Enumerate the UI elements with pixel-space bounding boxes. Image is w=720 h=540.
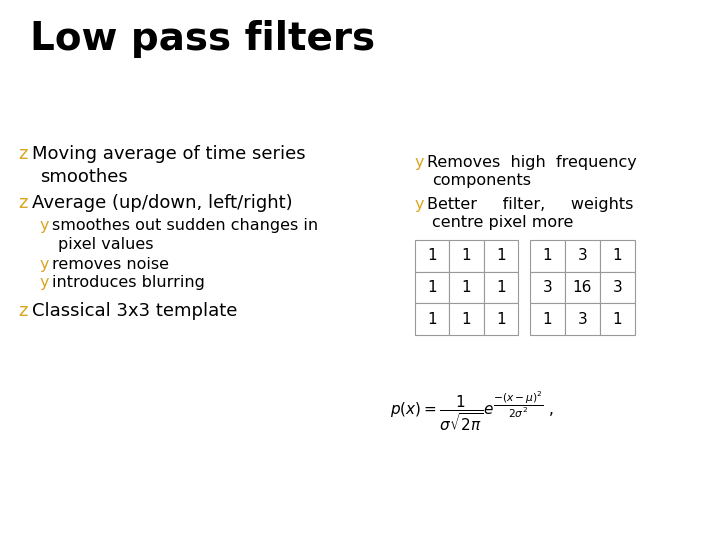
Text: 1: 1 (462, 312, 472, 327)
Text: 1: 1 (428, 280, 437, 295)
Text: Low pass filters: Low pass filters (30, 20, 375, 58)
Text: 3: 3 (577, 248, 588, 264)
Bar (449, 303, 484, 335)
Text: 1: 1 (496, 312, 505, 327)
Text: Average (up/down, left/right): Average (up/down, left/right) (32, 194, 292, 212)
Text: Classical 3x3 template: Classical 3x3 template (32, 302, 237, 320)
Text: 1: 1 (462, 280, 472, 295)
Bar (484, 240, 518, 272)
Text: 1: 1 (428, 312, 437, 327)
Bar (530, 303, 565, 335)
Bar (449, 272, 484, 303)
Text: y: y (415, 155, 425, 170)
Text: 1: 1 (462, 248, 472, 264)
Text: 1: 1 (613, 312, 622, 327)
Bar (565, 240, 600, 272)
Text: 1: 1 (496, 280, 505, 295)
Text: components: components (432, 173, 531, 188)
Text: z: z (18, 302, 27, 320)
Bar (600, 240, 635, 272)
Bar (484, 272, 518, 303)
Text: smoothes out sudden changes in: smoothes out sudden changes in (52, 218, 318, 233)
Text: y: y (40, 257, 50, 272)
Text: Better     filter,     weights: Better filter, weights (427, 197, 634, 212)
Text: pixel values: pixel values (58, 237, 153, 252)
Text: 1: 1 (428, 248, 437, 264)
Text: centre pixel more: centre pixel more (432, 215, 573, 230)
Bar (565, 272, 600, 303)
Bar (449, 240, 484, 272)
Bar (530, 240, 565, 272)
Text: Moving average of time series: Moving average of time series (32, 145, 305, 163)
Text: 3: 3 (613, 280, 622, 295)
Bar (415, 240, 449, 272)
Bar (484, 303, 518, 335)
Bar (415, 272, 449, 303)
Bar (415, 303, 449, 335)
Text: y: y (415, 197, 425, 212)
Text: $p(x) = \dfrac{1}{\sigma\sqrt{2\pi}}e^{\dfrac{-(x-\mu)^2}{2\sigma^2}}\ ,$: $p(x) = \dfrac{1}{\sigma\sqrt{2\pi}}e^{\… (390, 390, 554, 434)
Text: smoothes: smoothes (40, 168, 127, 186)
Text: 1: 1 (613, 248, 622, 264)
Text: 1: 1 (543, 312, 552, 327)
Bar (565, 303, 600, 335)
Text: 3: 3 (577, 312, 588, 327)
Text: y: y (40, 275, 50, 290)
Text: 1: 1 (543, 248, 552, 264)
Text: z: z (18, 194, 27, 212)
Text: 16: 16 (573, 280, 592, 295)
Text: 3: 3 (543, 280, 552, 295)
Text: removes noise: removes noise (52, 257, 169, 272)
Bar (600, 303, 635, 335)
Bar (530, 272, 565, 303)
Bar (600, 272, 635, 303)
Text: z: z (18, 145, 27, 163)
Text: y: y (40, 218, 50, 233)
Text: 1: 1 (496, 248, 505, 264)
Text: introduces blurring: introduces blurring (52, 275, 205, 290)
Text: Removes  high  frequency: Removes high frequency (427, 155, 636, 170)
